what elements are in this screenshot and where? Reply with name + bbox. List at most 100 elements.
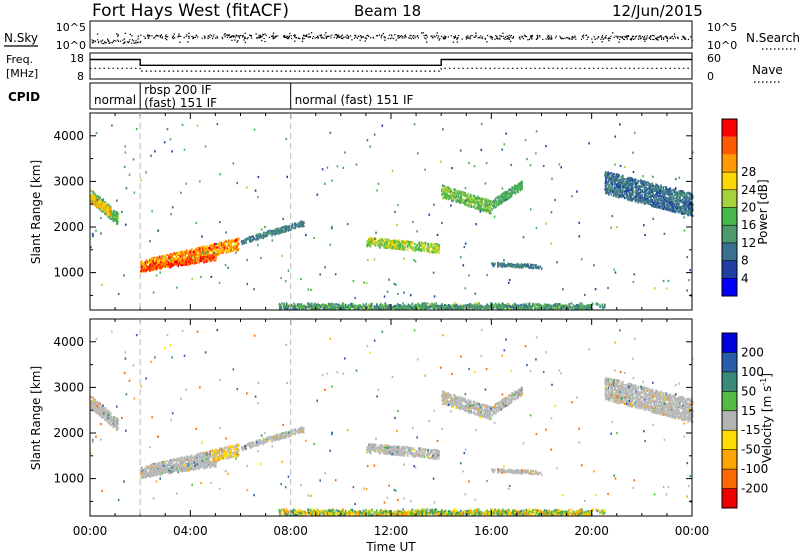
noise-dot — [432, 36, 434, 39]
power-cell — [616, 195, 618, 198]
power-cell — [171, 264, 173, 267]
noise-dot — [338, 34, 340, 36]
power-cell — [148, 268, 150, 271]
power-cell — [663, 194, 666, 197]
noise-dot — [265, 34, 267, 37]
power-cell — [196, 253, 198, 257]
power-cell — [449, 195, 451, 198]
power-cell — [198, 261, 200, 264]
power-cell — [668, 204, 670, 208]
power-cell — [656, 184, 658, 187]
power-cell — [240, 240, 243, 244]
power-cell — [150, 260, 152, 263]
power-cell — [476, 206, 479, 209]
power-cell — [432, 250, 434, 253]
power-cell — [606, 186, 608, 190]
noise-dot — [197, 36, 199, 38]
power-cell — [149, 258, 152, 261]
power-cell — [529, 265, 532, 268]
power-cell — [635, 199, 638, 202]
power-cell — [186, 252, 188, 255]
power-cell — [683, 206, 686, 209]
noise-dot — [302, 37, 304, 39]
power-cell — [502, 196, 505, 199]
power-cell — [234, 249, 237, 252]
power-cell — [493, 263, 496, 266]
power-cell — [519, 263, 521, 266]
noise-dot — [322, 36, 324, 38]
power-cell — [172, 259, 175, 263]
noise-dot — [426, 41, 428, 43]
power-cell — [509, 191, 512, 195]
noise-dot — [484, 38, 486, 40]
power-cell — [387, 240, 389, 244]
noise-dot — [531, 37, 533, 40]
power-cell — [193, 255, 196, 258]
noise-dot — [244, 32, 246, 34]
power-cell — [642, 197, 644, 200]
power-cell — [209, 257, 211, 260]
noise-dot — [560, 38, 562, 40]
power-cell — [211, 254, 214, 257]
noise-dot — [426, 36, 428, 38]
power-cell — [161, 255, 163, 258]
power-cell — [269, 232, 272, 235]
power-cell — [97, 205, 99, 208]
noise-dot — [547, 36, 549, 39]
noise-dot — [283, 35, 286, 37]
noise-dot — [644, 35, 646, 38]
power-cell — [643, 186, 645, 189]
power-cell — [232, 239, 234, 242]
power-cell — [453, 191, 456, 195]
power-cell — [497, 263, 499, 266]
power-cell — [673, 204, 675, 207]
noise-dot — [652, 38, 654, 40]
noise-dot — [294, 34, 296, 36]
power-cell — [277, 229, 279, 232]
power-cell — [639, 198, 642, 201]
power-cell — [366, 245, 368, 248]
power-cell — [505, 196, 508, 199]
power-cell — [227, 242, 230, 245]
freq-left-label-line1: Freq. — [6, 53, 33, 66]
noise-dot — [212, 38, 214, 40]
power-cell — [488, 203, 491, 206]
noise-dot — [272, 36, 274, 38]
power-cell — [228, 244, 230, 247]
noise-dot — [510, 34, 512, 37]
noise-dot — [250, 35, 252, 37]
noise-dot — [224, 36, 226, 38]
power-cell — [259, 235, 262, 238]
noise-dot — [625, 35, 627, 38]
noise-dot — [346, 34, 348, 36]
power-cell — [643, 182, 645, 185]
power-cell — [664, 205, 666, 209]
power-cell — [639, 191, 641, 195]
power-cell — [497, 265, 499, 268]
noise-dot — [622, 38, 624, 40]
power-cell — [514, 192, 516, 195]
power-cell — [278, 232, 280, 235]
noise-dot — [112, 40, 115, 42]
power-cell — [517, 190, 520, 193]
power-cell — [229, 241, 232, 244]
noise-dot — [601, 36, 603, 38]
power-cell — [684, 207, 686, 210]
power-cell — [519, 189, 522, 192]
power-cell — [236, 242, 238, 245]
power-cell — [636, 190, 638, 194]
noise-dot — [620, 36, 622, 38]
power-cell — [169, 266, 172, 269]
power-cell — [627, 181, 629, 184]
power-cell — [633, 179, 635, 182]
noise-dot — [401, 37, 403, 39]
power-cell — [655, 189, 658, 192]
noise-dot — [302, 38, 304, 40]
power-cell — [527, 263, 529, 266]
power-cell — [253, 237, 256, 240]
power-cell — [251, 239, 254, 242]
power-cell — [628, 191, 631, 194]
noise-dot — [333, 36, 335, 39]
power-cell — [100, 199, 103, 202]
power-cell — [379, 238, 382, 241]
